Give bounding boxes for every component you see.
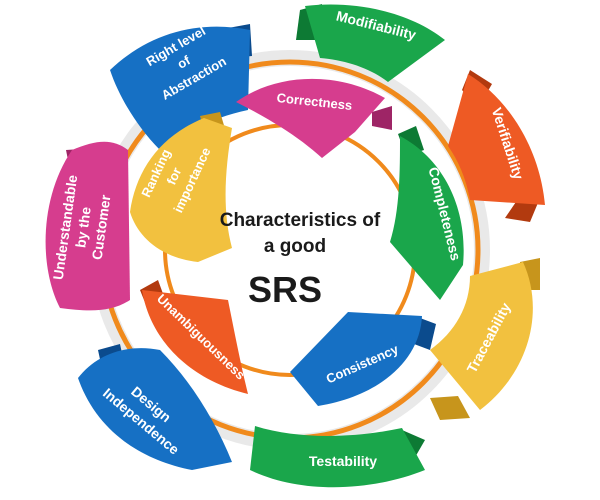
tile-consistency: Consistency [290, 312, 436, 406]
label-understandable-line2: by the [72, 206, 94, 249]
tile-traceability: Traceability [430, 258, 540, 420]
label-testability: Testability [309, 453, 377, 469]
tile-modifiability: Modifiability [296, 4, 445, 83]
tile-correctness: Correctness [236, 78, 392, 158]
tile-verifiability: Verifiability [448, 70, 545, 222]
tile-testability: Testability [250, 426, 425, 488]
center-title: Characteristics of a good SRS [220, 210, 381, 310]
center-line1: Characteristics of [220, 210, 381, 231]
center-line2: a good [264, 236, 326, 257]
tile-completeness: Completeness [390, 126, 464, 300]
tile-understandable: Understandable by the Customer [45, 141, 130, 311]
center-line3: SRS [248, 269, 322, 310]
label-ranking-line2: for [163, 165, 184, 187]
